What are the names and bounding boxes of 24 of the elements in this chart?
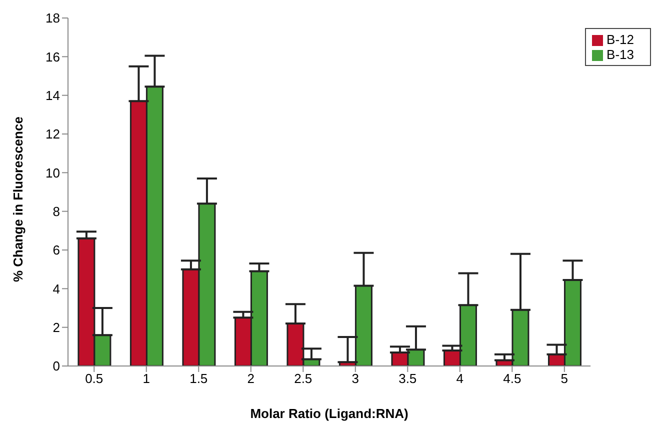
y-tick-label: 10 [46,165,60,180]
x-tick-label: 2 [247,371,255,386]
y-axis-title: % Change in Fluorescence [10,116,26,282]
x-tick-label: 4.5 [503,371,522,386]
legend-label: B-12 [606,32,634,47]
x-tick-label: 3.5 [398,371,417,386]
x-tick-label: 3 [352,371,360,386]
y-tick-label: 0 [52,358,60,374]
y-tick-label: 2 [52,320,60,335]
y-tick-label: 14 [46,88,60,103]
x-tick-label: 2.5 [294,371,312,386]
x-tick-label: 0.5 [85,371,104,386]
y-tick-label: 12 [46,126,60,142]
y-tick-label: 18 [46,10,60,26]
y-tick-label: 6 [52,242,60,258]
y-tick-label: 16 [46,49,60,64]
x-tick-label: 4 [456,371,464,386]
x-tick-label: 1 [142,371,150,386]
legend-label: B-13 [606,47,634,62]
x-tick-label: 5 [560,371,568,386]
y-tick-label: 4 [52,281,60,296]
x-axis-title: Molar Ratio (Ligand:RNA) [250,406,408,421]
x-tick-label: 1.5 [190,371,208,386]
y-tick-label: 8 [52,204,60,219]
